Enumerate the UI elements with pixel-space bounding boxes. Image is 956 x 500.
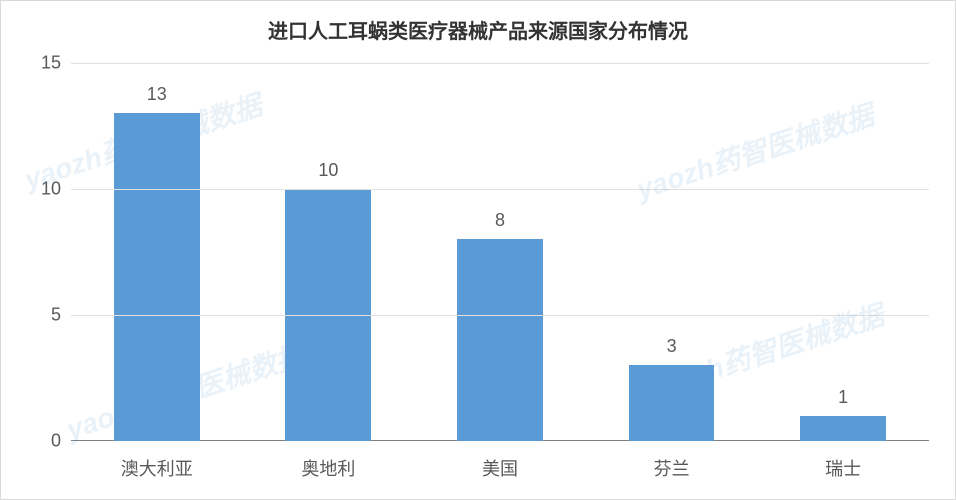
bar-slot: 8: [414, 63, 586, 441]
bar-value-label: 13: [147, 84, 167, 105]
bar-value-label: 1: [838, 387, 848, 408]
x-axis-label: 美国: [414, 455, 586, 481]
y-tick-label: 0: [51, 431, 61, 452]
bar: [629, 365, 715, 441]
bar-value-label: 10: [318, 160, 338, 181]
bar-slot: 1: [757, 63, 929, 441]
x-axis-labels: 澳大利亚奥地利美国芬兰瑞士: [71, 455, 929, 481]
bar: [800, 416, 886, 441]
grid-line: [71, 315, 929, 316]
grid-line: [71, 63, 929, 64]
x-axis-label: 芬兰: [586, 455, 758, 481]
bar-value-label: 8: [495, 210, 505, 231]
bar-value-label: 3: [667, 336, 677, 357]
x-axis-label: 奥地利: [243, 455, 415, 481]
bar: [457, 239, 543, 441]
chart-title: 进口人工耳蜗类医疗器械产品来源国家分布情况: [1, 15, 955, 44]
x-axis-label: 澳大利亚: [71, 455, 243, 481]
chart-frame: 进口人工耳蜗类医疗器械产品来源国家分布情况 13 10 8 3 1 0 5 10 15 澳大利…: [0, 0, 956, 500]
y-tick-label: 15: [41, 53, 61, 74]
bar-slot: 10: [243, 63, 415, 441]
y-tick-label: 5: [51, 305, 61, 326]
bars-container: 13 10 8 3 1: [71, 63, 929, 441]
plot-area: 1310831 051015: [71, 63, 929, 441]
y-tick-label: 10: [41, 179, 61, 200]
bar: [114, 113, 200, 441]
bar-slot: 3: [586, 63, 758, 441]
bar-slot: 13: [71, 63, 243, 441]
x-axis-label: 瑞士: [757, 455, 929, 481]
grid-line: [71, 189, 929, 190]
